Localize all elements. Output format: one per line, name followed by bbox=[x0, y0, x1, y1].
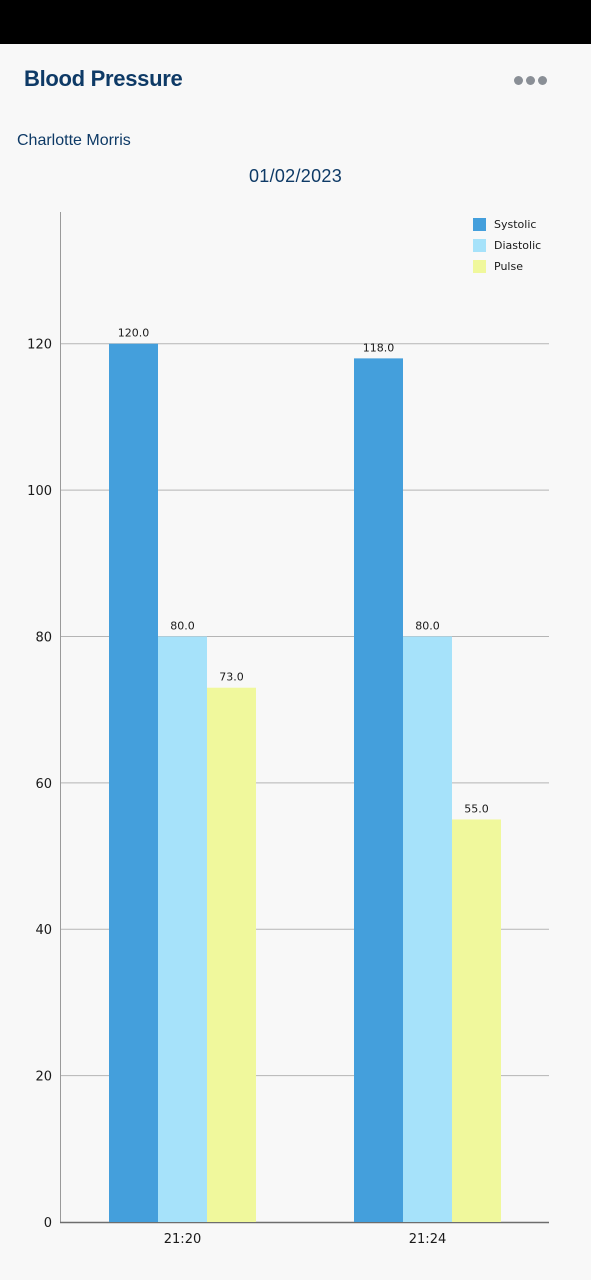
more-horizontal-icon bbox=[537, 75, 547, 85]
legend-label: Diastolic bbox=[494, 239, 541, 252]
y-tick-label: 20 bbox=[35, 1070, 52, 1085]
legend-label: Systolic bbox=[494, 218, 536, 231]
y-tick-label: 60 bbox=[35, 777, 52, 792]
bar-diastolic bbox=[403, 636, 452, 1222]
bar-systolic bbox=[109, 343, 158, 1222]
legend-swatch-diastolic bbox=[473, 239, 486, 252]
bar-value-label: 80.0 bbox=[170, 619, 195, 632]
page-title: Blood Pressure bbox=[24, 66, 183, 91]
patient-name: Charlotte Morris bbox=[17, 132, 131, 149]
bar-pulse bbox=[452, 819, 501, 1222]
legend-label: Pulse bbox=[494, 260, 523, 273]
y-tick-label: 80 bbox=[35, 630, 52, 645]
reading-date: 01/02/2023 bbox=[248, 166, 343, 186]
x-tick-label: 21:24 bbox=[409, 1232, 446, 1247]
legend-swatch-pulse bbox=[473, 260, 486, 273]
bar-value-label: 118.0 bbox=[363, 341, 395, 354]
x-tick-label: 21:20 bbox=[164, 1232, 201, 1247]
legend-swatch-systolic bbox=[473, 218, 486, 231]
bar-diastolic bbox=[158, 636, 207, 1222]
bar-value-label: 120.0 bbox=[118, 327, 150, 340]
y-tick-label: 0 bbox=[44, 1216, 52, 1231]
bar-pulse bbox=[207, 687, 256, 1222]
y-tick-label: 100 bbox=[27, 484, 52, 499]
y-tick-label: 40 bbox=[35, 923, 52, 938]
bar-systolic bbox=[354, 358, 403, 1222]
more-horizontal-icon bbox=[525, 75, 535, 85]
status-bar bbox=[0, 0, 591, 44]
more-horizontal-icon bbox=[513, 75, 523, 85]
more-options-button[interactable] bbox=[506, 68, 554, 92]
bar-value-label: 80.0 bbox=[415, 619, 440, 632]
bar-value-label: 55.0 bbox=[464, 802, 489, 815]
app-header: Blood Pressure bbox=[0, 44, 591, 116]
bar-value-label: 73.0 bbox=[219, 671, 244, 684]
y-tick-label: 120 bbox=[27, 338, 52, 353]
